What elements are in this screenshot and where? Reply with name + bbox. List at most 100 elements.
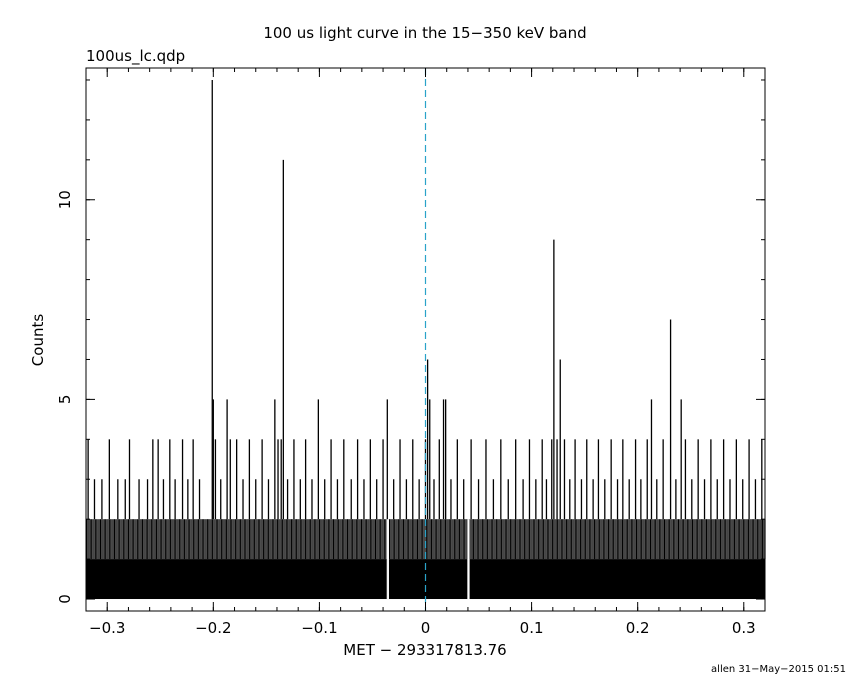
common-count-bin — [396, 519, 398, 560]
common-count-bin — [385, 519, 387, 560]
common-count-bin — [203, 519, 205, 560]
common-count-bin — [750, 519, 752, 560]
common-count-bin — [126, 519, 128, 560]
common-count-bin — [504, 519, 506, 560]
common-count-bin — [362, 519, 364, 560]
common-count-bin — [296, 519, 298, 560]
common-count-bin — [511, 519, 513, 560]
common-count-bin — [543, 519, 545, 560]
common-count-bin — [735, 519, 737, 560]
common-count-bin — [234, 519, 236, 560]
common-count-bin — [466, 519, 468, 560]
common-count-bin — [247, 519, 249, 560]
x-tick-label: −0.2 — [195, 619, 231, 637]
common-count-bin — [200, 519, 202, 560]
common-count-bin — [298, 519, 300, 560]
y-tick-label: 0 — [56, 594, 74, 604]
common-count-bin — [590, 519, 592, 560]
common-count-bin — [226, 519, 228, 560]
common-count-bin — [544, 519, 546, 560]
common-count-bin — [108, 519, 110, 560]
common-count-bin — [746, 519, 748, 560]
common-count-bin — [450, 519, 452, 560]
footer-stamp: allen 31−May−2015 01:51 — [711, 664, 846, 675]
common-count-bin — [759, 519, 761, 560]
common-count-bin — [602, 519, 604, 560]
common-count-bin — [418, 519, 420, 560]
common-count-bin — [754, 519, 756, 560]
common-count-bin — [260, 519, 262, 560]
common-count-bin — [360, 519, 362, 560]
common-count-bin — [532, 519, 534, 560]
common-count-bin — [167, 519, 169, 560]
common-count-bin — [411, 519, 413, 560]
common-count-bin — [709, 519, 711, 560]
common-count-bin — [562, 519, 564, 560]
common-count-bin — [158, 519, 160, 560]
common-count-bin — [706, 519, 708, 560]
common-count-bin — [285, 519, 287, 560]
common-count-bin — [642, 519, 644, 560]
common-count-bin — [176, 519, 178, 560]
common-count-bin — [456, 519, 458, 560]
common-count-bin — [451, 519, 453, 560]
common-count-bin — [518, 519, 520, 560]
common-count-bin — [763, 519, 765, 560]
common-count-bin — [501, 519, 503, 560]
common-count-bin — [697, 519, 699, 560]
common-count-bin — [107, 519, 109, 560]
common-count-bin — [756, 519, 758, 560]
common-count-bin — [372, 519, 374, 560]
common-count-bin — [206, 519, 208, 560]
common-count-bin — [143, 519, 145, 560]
common-count-bin — [344, 519, 346, 560]
common-count-bin — [366, 519, 368, 560]
common-count-bin — [616, 519, 618, 560]
common-count-bin — [147, 519, 149, 560]
common-count-bin — [490, 519, 492, 560]
common-count-bin — [315, 519, 317, 560]
common-count-bin — [720, 519, 722, 560]
common-count-bin — [606, 519, 608, 560]
common-count-bin — [469, 519, 471, 560]
common-count-bin — [93, 519, 95, 560]
common-count-bin — [473, 519, 475, 560]
common-count-bin — [461, 519, 463, 560]
common-count-bin — [614, 519, 616, 560]
common-count-bin — [600, 519, 602, 560]
common-count-bin — [708, 519, 710, 560]
chart-title: 100 us light curve in the 15−350 keV ban… — [263, 24, 586, 42]
common-count-bin — [152, 519, 154, 560]
common-count-bin — [149, 519, 151, 560]
common-count-bin — [196, 519, 198, 560]
common-count-bin — [128, 519, 130, 560]
common-count-bin — [264, 519, 266, 560]
common-count-bin — [479, 519, 481, 560]
common-count-bin — [613, 519, 615, 560]
common-count-bin — [582, 519, 584, 560]
common-count-bin — [161, 519, 163, 560]
common-count-bin — [604, 519, 606, 560]
common-count-bin — [442, 519, 444, 560]
common-count-bin — [329, 519, 331, 560]
common-count-bin — [280, 519, 282, 560]
common-count-bin — [246, 519, 248, 560]
common-count-bin — [381, 519, 383, 560]
common-count-bin — [292, 519, 294, 560]
common-count-bin — [745, 519, 747, 560]
common-count-bin — [694, 519, 696, 560]
common-count-bin — [105, 519, 107, 560]
common-count-bin — [270, 519, 272, 560]
common-count-bin — [506, 519, 508, 560]
common-count-bin — [753, 519, 755, 560]
common-count-bin — [194, 519, 196, 560]
common-count-bin — [712, 519, 714, 560]
common-count-bin — [663, 519, 665, 560]
common-count-bin — [728, 519, 730, 560]
common-count-bin — [513, 519, 515, 560]
common-count-bin — [250, 519, 252, 560]
common-count-bin — [520, 519, 522, 560]
common-count-bin — [507, 519, 509, 560]
common-count-bin — [178, 519, 180, 560]
common-count-bin — [138, 519, 140, 560]
